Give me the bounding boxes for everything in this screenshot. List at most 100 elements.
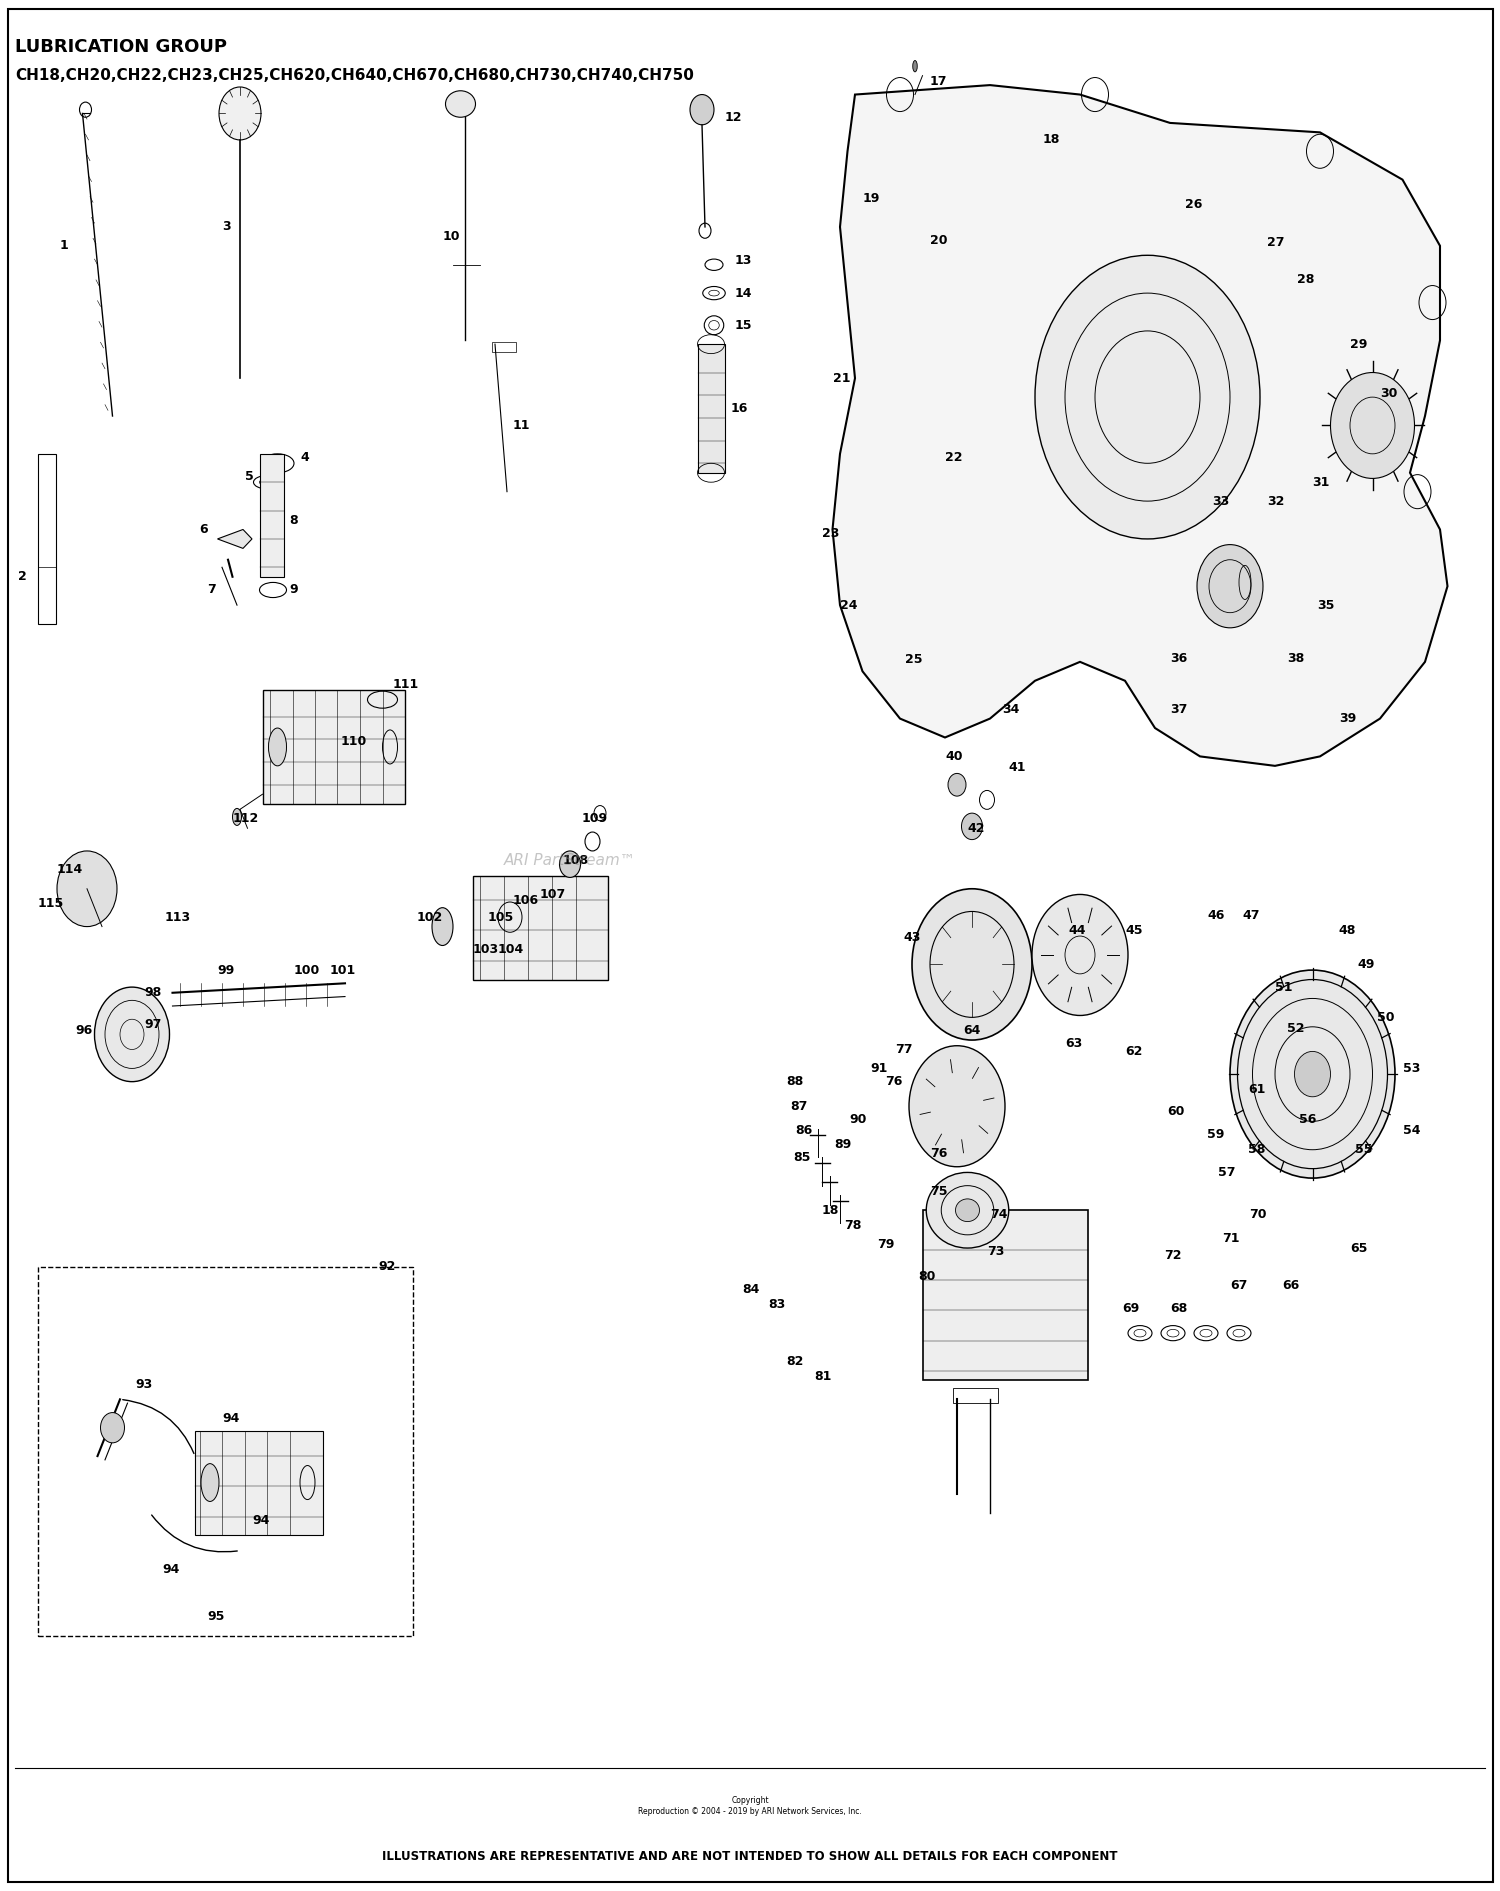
Text: 87: 87	[790, 1101, 808, 1112]
Text: 89: 89	[834, 1138, 852, 1150]
Text: 13: 13	[735, 255, 753, 267]
Text: 54: 54	[1402, 1125, 1420, 1136]
Text: 34: 34	[1002, 703, 1020, 715]
Text: 91: 91	[870, 1063, 888, 1074]
Circle shape	[100, 1413, 124, 1443]
Text: 77: 77	[896, 1044, 914, 1055]
Text: 82: 82	[786, 1356, 804, 1367]
Text: 3: 3	[222, 221, 231, 233]
Text: 26: 26	[1185, 199, 1203, 210]
Text: 108: 108	[562, 855, 588, 866]
Text: 72: 72	[1164, 1250, 1182, 1261]
Text: ILLUSTRATIONS ARE REPRESENTATIVE AND ARE NOT INTENDED TO SHOW ALL DETAILS FOR EA: ILLUSTRATIONS ARE REPRESENTATIVE AND ARE…	[382, 1851, 1118, 1863]
Text: 45: 45	[1125, 925, 1143, 936]
Text: 35: 35	[1317, 599, 1335, 611]
Text: 81: 81	[815, 1371, 833, 1382]
Text: 23: 23	[822, 528, 840, 539]
Text: 97: 97	[144, 1019, 162, 1031]
Text: 56: 56	[1299, 1114, 1317, 1125]
Ellipse shape	[926, 1172, 1008, 1248]
Text: 94: 94	[222, 1413, 240, 1424]
Text: 113: 113	[165, 911, 190, 923]
Text: Copyright
Reproduction © 2004 - 2019 by ARI Network Services, Inc.: Copyright Reproduction © 2004 - 2019 by …	[638, 1796, 862, 1815]
Bar	[262, 690, 405, 804]
Text: 103: 103	[472, 944, 498, 955]
Circle shape	[1330, 373, 1414, 478]
Ellipse shape	[232, 809, 242, 824]
Text: 76: 76	[930, 1148, 948, 1159]
Text: 73: 73	[987, 1246, 1005, 1258]
Text: 53: 53	[1402, 1063, 1420, 1074]
Circle shape	[912, 889, 1032, 1040]
Text: 10: 10	[442, 231, 460, 242]
Text: 49: 49	[1358, 959, 1376, 970]
Circle shape	[690, 95, 714, 125]
Text: 100: 100	[294, 964, 321, 976]
Ellipse shape	[446, 91, 476, 117]
Text: 16: 16	[730, 403, 748, 414]
Bar	[38, 454, 56, 624]
Bar	[472, 876, 608, 980]
Circle shape	[1230, 970, 1395, 1178]
Text: ARI PartStream™: ARI PartStream™	[504, 853, 636, 868]
Text: 68: 68	[1170, 1303, 1188, 1314]
Text: 75: 75	[930, 1186, 948, 1197]
Text: 93: 93	[135, 1379, 153, 1390]
Text: 59: 59	[1208, 1129, 1225, 1140]
Text: 46: 46	[1208, 910, 1225, 921]
Text: 99: 99	[217, 964, 234, 976]
Text: 92: 92	[378, 1261, 396, 1273]
Text: 90: 90	[849, 1114, 867, 1125]
Text: 78: 78	[844, 1220, 862, 1231]
Text: 102: 102	[417, 911, 444, 923]
Circle shape	[909, 1046, 1005, 1167]
Text: 24: 24	[840, 599, 858, 611]
Ellipse shape	[560, 851, 580, 877]
Text: 4: 4	[300, 452, 309, 463]
Text: 31: 31	[1312, 477, 1330, 488]
Text: 6: 6	[200, 524, 208, 535]
Text: 28: 28	[1298, 274, 1316, 286]
Text: 42: 42	[968, 823, 986, 834]
Text: 69: 69	[1122, 1303, 1140, 1314]
Text: 52: 52	[1287, 1023, 1305, 1034]
Text: 47: 47	[1242, 910, 1260, 921]
Text: 58: 58	[1248, 1144, 1266, 1155]
Text: 15: 15	[735, 320, 753, 331]
Text: 51: 51	[1275, 981, 1293, 993]
Bar	[492, 342, 516, 352]
Text: 76: 76	[885, 1076, 903, 1087]
Text: 57: 57	[1218, 1167, 1236, 1178]
Circle shape	[962, 813, 982, 840]
Text: 5: 5	[244, 471, 254, 482]
Text: 20: 20	[930, 234, 948, 246]
Circle shape	[1294, 1051, 1330, 1097]
Bar	[698, 344, 724, 473]
Circle shape	[94, 987, 170, 1082]
Text: 64: 64	[963, 1025, 981, 1036]
Text: 84: 84	[742, 1284, 760, 1295]
Text: 96: 96	[75, 1025, 93, 1036]
Text: 7: 7	[207, 584, 216, 596]
Text: LUBRICATION GROUP: LUBRICATION GROUP	[15, 38, 226, 57]
Bar	[922, 1210, 1088, 1380]
Text: 19: 19	[862, 193, 880, 204]
Text: 12: 12	[724, 112, 742, 123]
Text: 8: 8	[290, 514, 298, 526]
Text: 41: 41	[1008, 762, 1026, 773]
Text: 27: 27	[1268, 236, 1286, 248]
FancyBboxPatch shape	[38, 1267, 412, 1636]
Text: 86: 86	[795, 1125, 813, 1136]
Text: 71: 71	[1222, 1233, 1240, 1244]
Circle shape	[219, 87, 261, 140]
Ellipse shape	[956, 1199, 980, 1222]
Bar	[260, 454, 284, 577]
Text: 107: 107	[540, 889, 567, 900]
Text: 106: 106	[513, 894, 538, 906]
Text: 85: 85	[794, 1152, 812, 1163]
Text: 74: 74	[990, 1208, 1008, 1220]
Text: 112: 112	[232, 813, 258, 824]
Text: 110: 110	[340, 736, 366, 747]
Text: 115: 115	[38, 898, 63, 910]
Text: 114: 114	[57, 864, 84, 876]
